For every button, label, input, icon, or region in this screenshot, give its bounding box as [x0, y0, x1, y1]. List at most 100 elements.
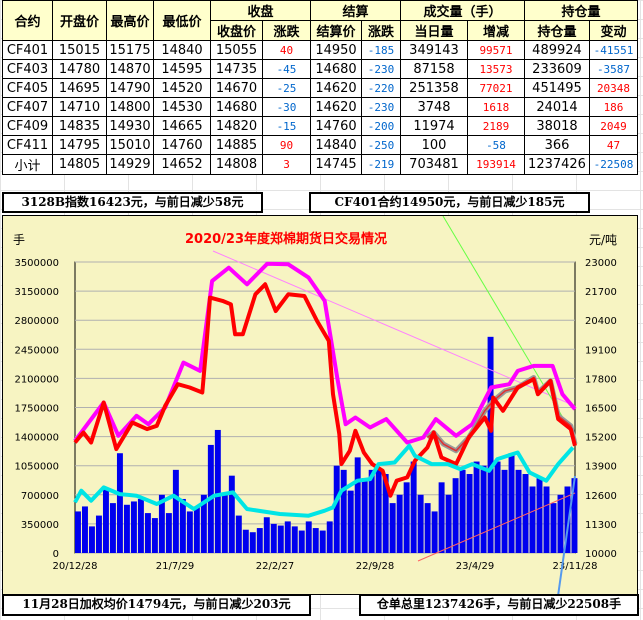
futures-quote-table: 合约 开盘价 最高价 最低价 收盘 结算 成交量（手） 持仓量 收盘价 涨跌 结…	[2, 0, 638, 175]
table-row: CF407 14710 14800 14530 14680 -30 14620 -230 374…	[2, 97, 638, 117]
volume-bar	[522, 474, 529, 553]
cell-2: 15010	[106, 135, 154, 155]
cell-8: 100	[400, 135, 468, 155]
volume-bar	[88, 526, 95, 553]
header-low: 最低价	[153, 0, 211, 41]
volume-bar	[480, 465, 487, 553]
cell-8: 3748	[400, 97, 468, 117]
volume-bar	[95, 515, 102, 553]
cell-2: 15175	[106, 40, 154, 60]
volume-bar	[144, 513, 151, 553]
trend-line	[212, 250, 576, 407]
cell-8: 251358	[400, 78, 468, 98]
index-note: 3128B指数16423元，与前日减少58元	[2, 192, 263, 213]
volume-bar	[179, 498, 186, 553]
cell-8: 703481	[400, 154, 468, 175]
volume-bar	[389, 503, 396, 553]
volume-bar	[501, 469, 508, 553]
cell-7: -185	[361, 40, 401, 60]
y-left-tick-label: 1750000	[14, 404, 59, 415]
volume-bar	[487, 336, 494, 553]
cell-10: 489924	[524, 40, 590, 60]
cell-8: 11974	[400, 116, 468, 136]
cell-4: 14670	[210, 78, 263, 98]
header-open: 开盘价	[52, 0, 107, 41]
cell-11: -3587	[589, 59, 638, 79]
cell-11: 47	[589, 135, 638, 155]
y-left-label: 手	[13, 233, 25, 247]
cell-5: 3	[262, 154, 311, 175]
volume-bar	[235, 515, 242, 553]
volume-bar	[291, 526, 298, 553]
volume-bar	[81, 506, 88, 553]
table-row: CF403 14780 14870 14595 14735 -45 14680 -230 871…	[2, 59, 638, 79]
header-oi-change: 变动	[589, 20, 638, 41]
cell-0: CF409	[2, 116, 53, 136]
volume-bar	[277, 525, 284, 553]
y-left-tick-label: 1050000	[14, 462, 59, 473]
cell-5: -25	[262, 78, 311, 98]
cell-1: 14710	[52, 97, 107, 117]
cell-6: 14760	[310, 116, 362, 136]
cell-6: 14745	[310, 154, 362, 175]
cell-8: 349143	[400, 40, 468, 60]
y-right-tick-label: 11300	[585, 520, 617, 531]
volume-bar	[550, 503, 557, 553]
volume-bar	[109, 503, 116, 553]
cell-10: 24014	[524, 97, 590, 117]
volume-bar	[424, 503, 431, 553]
header-volume-change: 增减	[467, 20, 525, 41]
volume-bar	[312, 528, 319, 553]
y-left-tick-label: 700000	[21, 491, 59, 502]
oi-line	[73, 443, 575, 518]
cell-0: CF405	[2, 78, 53, 98]
chart-title: 2020/23年度郑棉期货日交易情况	[185, 231, 387, 247]
cell-10: 233609	[524, 59, 590, 79]
x-tick-label: 23/11/28	[553, 561, 598, 572]
volume-bar	[557, 494, 564, 553]
cell-10: 1237426	[524, 154, 590, 175]
group-open-interest: 持仓量	[524, 0, 638, 21]
volume-bar	[172, 469, 179, 553]
y-right-tick-label: 16500	[585, 404, 617, 415]
cell-9: 13573	[467, 59, 525, 79]
trend-line	[417, 492, 576, 562]
cell-6: 14950	[310, 40, 362, 60]
volume-bar	[543, 486, 550, 553]
cell-11: 20348	[589, 78, 638, 98]
cell-5: -45	[262, 59, 311, 79]
volume-bar	[382, 474, 389, 553]
x-tick-label: 20/12/28	[53, 561, 98, 572]
volume-bar	[368, 469, 375, 553]
volume-bar	[200, 494, 207, 553]
cell-4: 14680	[210, 97, 263, 117]
cell-11: -41551	[589, 40, 638, 60]
weighted-price-note: 11月28日加权均价14794元，与前日减少203元	[2, 594, 311, 616]
cell-0: CF411	[2, 135, 53, 155]
cell-7: -230	[361, 59, 401, 79]
cell-11: 2049	[589, 116, 638, 136]
y-right-tick-label: 17800	[585, 374, 617, 385]
cell-1: 14780	[52, 59, 107, 79]
cell-0: CF401	[2, 40, 53, 60]
volume-bar	[151, 518, 158, 553]
volume-bar	[193, 506, 200, 553]
volume-bar	[221, 494, 228, 553]
volume-bar	[452, 478, 459, 553]
table-row: CF411 14795 15010 14760 14885 90 14840 -250 100-…	[2, 135, 638, 155]
y-right-tick-label: 12600	[585, 491, 617, 502]
cell-3: 14652	[153, 154, 211, 175]
x-tick-label: 21/7/29	[156, 561, 195, 572]
volume-bar	[319, 530, 326, 553]
volume-bar	[158, 494, 165, 553]
group-volume: 成交量（手）	[400, 0, 525, 21]
y-right-tick-label: 10000	[585, 549, 617, 560]
cell-4: 14820	[210, 116, 263, 136]
y-right-tick-label: 15200	[585, 433, 617, 444]
cell-7: -250	[361, 135, 401, 155]
cell-4: 14885	[210, 135, 263, 155]
group-close: 收盘	[210, 0, 311, 21]
header-close-change: 涨跌	[262, 20, 311, 41]
volume-bar	[186, 511, 193, 553]
volume-bar	[242, 529, 249, 553]
